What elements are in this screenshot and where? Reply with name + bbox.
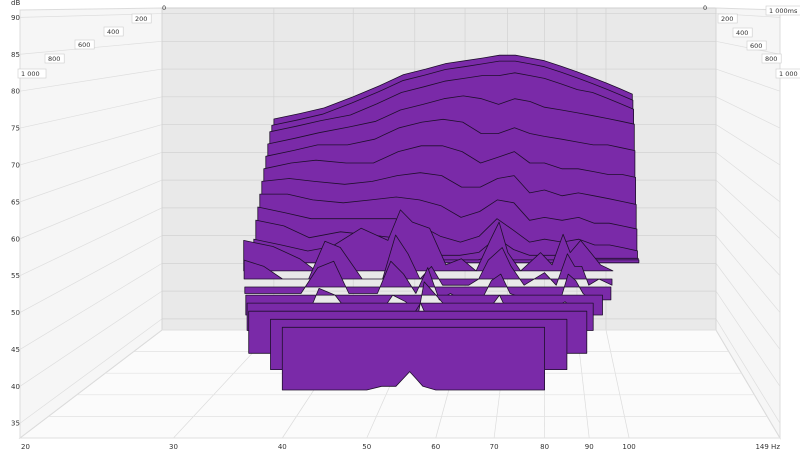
z-tick-label-left: 200 [135,15,147,23]
y-tick-label: 80 [11,88,20,96]
y-tick-label: 75 [11,125,20,133]
y-tick-label: 35 [11,420,20,428]
z-tick-label-left: 800 [48,55,60,63]
y-unit-label: dB [11,0,20,7]
x-tick-label: 40 [278,443,287,451]
x-tick-label: 80 [540,443,549,451]
x-tick-label: 20 [21,443,30,451]
z-tick-label-right: 400 [736,29,748,37]
y-tick-label: 85 [11,51,20,59]
x-tick-label: 70 [490,443,499,451]
z-tick-label-left: 1 000 [21,70,40,78]
z-tick-label-right: 800 [765,55,777,63]
z-tick-label-right: 600 [750,42,762,50]
y-tick-label: 55 [11,272,20,280]
y-tick-label: 60 [11,235,20,243]
y-tick-label: 70 [11,161,20,169]
y-tick-label: 90 [11,14,20,22]
y-tick-label: 40 [11,383,20,391]
y-tick-label: 65 [11,198,20,206]
z-tick-label-left: 600 [78,41,90,49]
x-tick-label: 100 [622,443,635,451]
z-tick-label-right: 1 000 [779,70,798,78]
z-tick-label-left: 400 [107,28,119,36]
z-tick-label-right: 200 [721,15,733,23]
z-tick-label-left: 0 [162,4,166,12]
z-tick-label-right: 0 [703,4,707,12]
x-tick-label: 149 Hz [755,443,780,451]
x-tick-label: 90 [585,443,594,451]
y-tick-label: 50 [11,309,20,317]
z-axis-corner-label: 1 000ms [769,7,798,15]
x-tick-label: 50 [362,443,371,451]
y-tick-label: 45 [11,346,20,354]
x-tick-label: 60 [431,443,440,451]
x-tick-label: 30 [169,443,178,451]
